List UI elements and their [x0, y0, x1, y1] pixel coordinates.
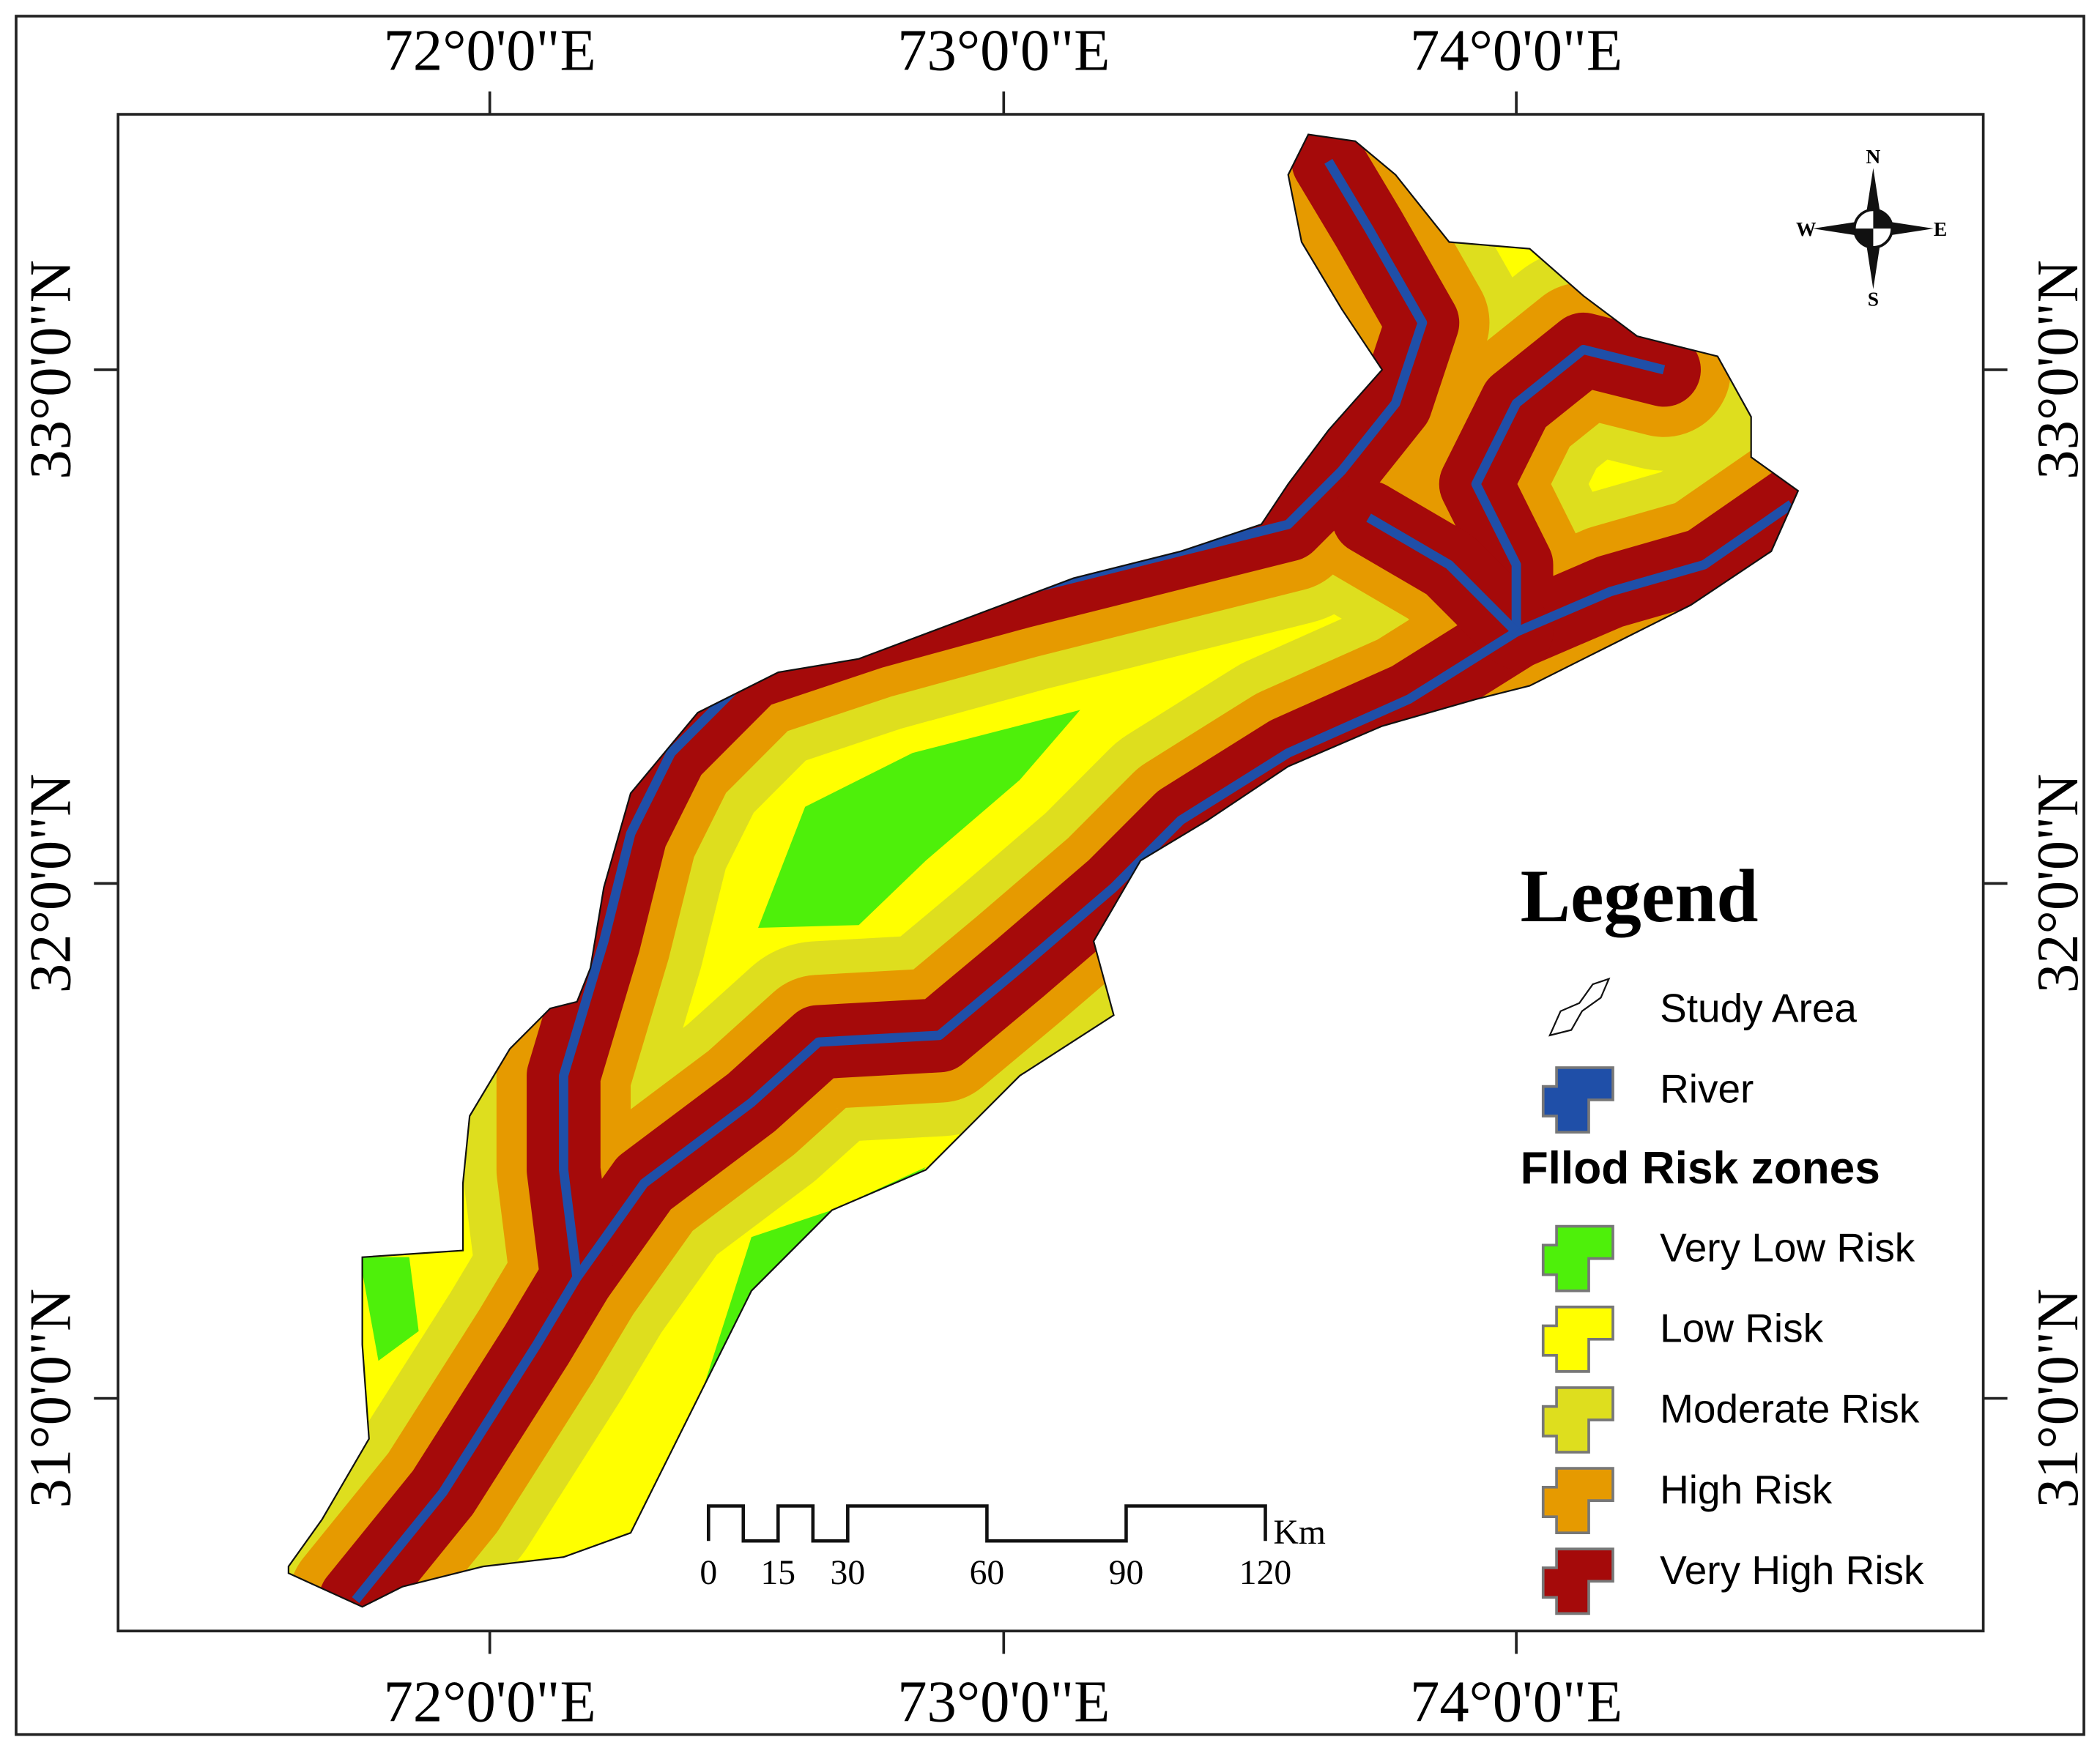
legend-label: Very Low Risk: [1660, 1224, 1915, 1270]
map-frame: [116, 113, 1985, 1633]
river: [352, 500, 1795, 1604]
right-coord-label: 32°0'0"N: [2025, 773, 2090, 993]
scale-label: 90: [1109, 1554, 1144, 1592]
left-coord-label: 31°0'0"N: [18, 1289, 83, 1509]
scale-label: 60: [970, 1554, 1005, 1592]
legend-icons: [1541, 977, 1614, 1615]
graticule-ticks: [94, 91, 2008, 1654]
top-coord-label: 73°0'0"E: [897, 18, 1110, 83]
scale-label: 15: [760, 1554, 795, 1592]
scale-label: 30: [831, 1554, 866, 1592]
compass-letter: N: [1866, 145, 1880, 168]
legend-label: Moderate Risk: [1660, 1386, 1920, 1432]
river: [1366, 513, 1520, 636]
river: [1471, 344, 1666, 632]
very-low-risk-area: [697, 1167, 927, 1405]
river-swatch: [1541, 1066, 1614, 1134]
study-area-outline: [287, 133, 1800, 1608]
scale-unit: Km: [1274, 1514, 1326, 1552]
very-low-risk-area: [359, 1257, 419, 1361]
bottom-coord-label: 72°0'0"E: [384, 1669, 596, 1734]
legend-title: Legend: [1521, 855, 1759, 938]
legend-label: Study Area: [1660, 985, 1857, 1030]
scale-bar: [706, 1504, 1267, 1543]
left-coord-label: 32°0'0"N: [18, 773, 83, 993]
top-coord-label: 74°0'0"E: [1410, 18, 1622, 83]
legend-label: High Risk: [1660, 1467, 1833, 1512]
legend-label: Low Risk: [1660, 1305, 1823, 1350]
bottom-coord-label: 73°0'0"E: [897, 1669, 1110, 1734]
compass-letter: E: [1934, 217, 1947, 240]
legend-section: Fllod Risk zones: [1521, 1143, 1880, 1194]
zone-swatch: [1541, 1224, 1614, 1293]
right-coord-label: 33°0'0"N: [2025, 260, 2090, 480]
study-area-swatch: [1548, 977, 1611, 1037]
north-arrow: [1812, 168, 1934, 289]
very-low-risk-area: [758, 710, 1080, 928]
legend-label: Very High Risk: [1660, 1547, 1924, 1593]
zone-swatch: [1541, 1547, 1614, 1615]
compass-letter: W: [1796, 217, 1817, 240]
right-coord-label: 31°0'0"N: [2025, 1289, 2090, 1509]
scale-label: 120: [1239, 1554, 1291, 1592]
zone-swatch: [1541, 1386, 1614, 1454]
legend-label: River: [1660, 1066, 1754, 1112]
top-coord-label: 72°0'0"E: [384, 18, 596, 83]
zone-swatch: [1541, 1467, 1614, 1535]
scale-label: 0: [700, 1554, 717, 1592]
left-coord-label: 33°0'0"N: [18, 260, 83, 480]
bottom-coord-label: 74°0'0"E: [1410, 1669, 1622, 1734]
compass-letter: S: [1868, 288, 1879, 310]
zone-swatch: [1541, 1305, 1614, 1373]
